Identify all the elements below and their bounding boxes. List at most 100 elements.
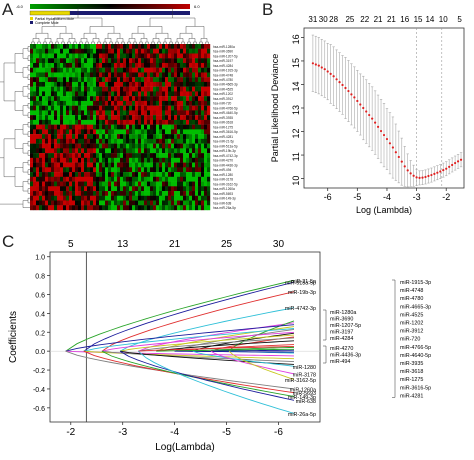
heatmap-cell — [120, 134, 124, 140]
heatmap-cell — [120, 72, 124, 78]
heatmap-cell — [99, 100, 103, 106]
heatmap-cell — [111, 143, 115, 149]
heatmap-cell — [180, 110, 184, 116]
heatmap-cell — [36, 72, 40, 78]
heatmap-cell — [195, 176, 199, 182]
dendrogram-branch — [27, 131, 30, 137]
heatmap-cell — [99, 77, 103, 83]
heatmap-cell — [51, 200, 55, 206]
heatmap-cell — [81, 96, 85, 102]
heatmap-cell — [123, 181, 127, 187]
heatmap-cell — [123, 105, 127, 111]
heatmap-cell — [30, 138, 34, 144]
heatmap-cell — [186, 86, 190, 92]
heatmap-cell — [105, 176, 109, 182]
dendrogram-branch — [67, 41, 71, 44]
heatmap-cell — [60, 44, 64, 49]
heatmap-cell — [102, 96, 106, 102]
heatmap-cell — [186, 119, 190, 125]
heatmap-cell — [48, 86, 52, 92]
heatmap-cell — [150, 81, 154, 87]
heatmap-cell — [150, 138, 154, 144]
heatmap-cell — [105, 129, 109, 135]
heatmap-cell — [159, 205, 163, 211]
heatmap-cell — [75, 77, 79, 83]
heatmap-cell — [96, 86, 100, 92]
heatmap-cell — [96, 138, 100, 144]
heatmap-cell — [165, 167, 169, 173]
y-tick-label: 0.0 — [35, 349, 45, 356]
heatmap-cell — [87, 72, 91, 78]
heatmap-cell — [123, 48, 127, 54]
sample-strip-navy — [70, 11, 190, 15]
heatmap-cell — [168, 148, 172, 154]
heatmap-cell — [204, 143, 208, 149]
heatmap-cell — [117, 110, 121, 116]
heatmap-cell — [144, 205, 148, 211]
dendrogram-branch — [27, 160, 30, 166]
heatmap-cell — [75, 195, 79, 201]
heatmap-cell — [87, 67, 91, 73]
heatmap-cell — [159, 91, 163, 97]
heatmap-cell — [159, 143, 163, 149]
heatmap-cell — [168, 53, 172, 59]
heatmap-cell — [63, 172, 67, 177]
heatmap-cell — [204, 195, 208, 201]
heatmap-cell — [63, 153, 67, 159]
heatmap-cell — [102, 181, 106, 187]
heatmap-cell — [174, 186, 178, 192]
heatmap-cell — [123, 86, 127, 92]
heatmap-cell — [156, 205, 160, 211]
heatmap-cell — [57, 62, 61, 68]
heatmap-cell — [147, 44, 151, 49]
heatmap-cell — [177, 91, 181, 97]
heatmap-cell — [135, 153, 139, 159]
heatmap-cell — [99, 181, 103, 187]
heatmap-cell — [63, 181, 67, 187]
heatmap-cell — [45, 143, 49, 149]
dendrogram-branch — [27, 93, 30, 99]
heatmap-cell — [45, 91, 49, 97]
heatmap-cell — [30, 200, 34, 206]
heatmap-cell — [180, 181, 184, 187]
dendrogram-branch — [22, 48, 28, 59]
deviance-point — [451, 163, 454, 167]
heatmap-cell — [180, 62, 184, 68]
heatmap-cell — [75, 172, 79, 177]
heatmap-cell — [186, 200, 190, 206]
heatmap-cell — [39, 62, 43, 68]
heatmap-cell — [120, 115, 124, 121]
heatmap-cell — [90, 138, 94, 144]
heatmap-cell — [123, 96, 127, 102]
heatmap-cell — [174, 153, 178, 159]
heatmap-cell — [171, 44, 175, 49]
heatmap-cell — [108, 176, 112, 182]
heatmap-cell — [111, 44, 115, 49]
heatmap-cell — [117, 72, 121, 78]
heatmap-cell — [153, 81, 157, 87]
heatmap-cell — [69, 53, 73, 59]
heatmap-cell — [162, 72, 166, 78]
heatmap-cell — [174, 129, 178, 135]
heatmap-cell — [87, 129, 91, 135]
heatmap-cell — [117, 115, 121, 121]
heatmap-cell — [159, 62, 163, 68]
heatmap-cell — [69, 195, 73, 201]
heatmap-cell — [183, 44, 187, 49]
heatmap-cell — [204, 58, 208, 64]
dendrogram-branch — [14, 91, 23, 111]
heatmap-cell — [33, 162, 37, 168]
heatmap-cell — [135, 162, 139, 168]
heatmap-cell — [162, 129, 166, 135]
heatmap-cell — [159, 81, 163, 87]
heatmap-cell — [126, 44, 130, 49]
heatmap-cell — [174, 176, 178, 182]
heatmap-cell — [42, 48, 46, 54]
deviance-point — [388, 142, 392, 145]
heatmap-cell — [120, 143, 124, 149]
heatmap-cell — [78, 72, 82, 78]
panel-c-chart: -6-5-4-3-2-0.6-0.4-0.20.00.20.40.60.81.0… — [8, 239, 431, 453]
heatmap-cell — [129, 153, 133, 159]
heatmap-cell — [99, 96, 103, 102]
coef-path — [65, 324, 295, 352]
